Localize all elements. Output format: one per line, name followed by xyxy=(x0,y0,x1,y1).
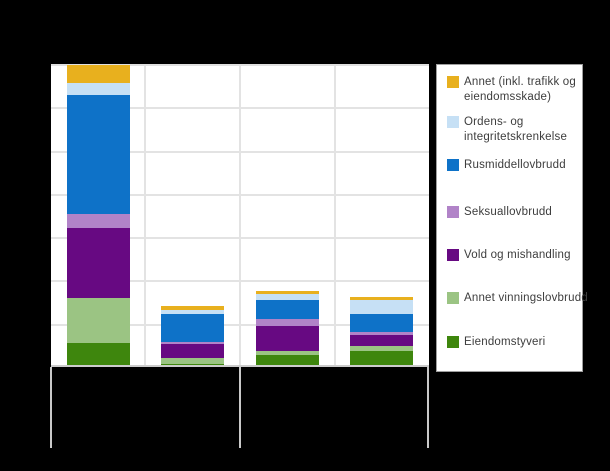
bar-segment xyxy=(67,343,130,365)
legend-swatch-seksuallovbrudd-icon xyxy=(447,206,459,218)
legend-item-eiendomstyveri[interactable]: Eiendomstyveri xyxy=(447,335,578,350)
legend-swatch-ordenskrenkelse-icon xyxy=(447,116,459,128)
legend-swatch-eiendomstyveri-icon xyxy=(447,336,459,348)
legend-label: Vold og mishandling xyxy=(464,249,571,261)
legend-item-annet-vinningslovbrudd[interactable]: Annet vinningslovbrudd xyxy=(447,291,588,306)
bar-segment xyxy=(161,342,224,344)
x-axis-line xyxy=(51,365,429,367)
v-gridline xyxy=(144,66,146,367)
bar-segment xyxy=(350,351,413,365)
stacked-bar xyxy=(256,291,319,365)
bar-segment xyxy=(256,319,319,327)
plot-area xyxy=(51,64,429,367)
stacked-bar xyxy=(161,305,224,365)
bar-segment xyxy=(256,300,319,320)
legend-swatch-vinningslovbrudd-icon xyxy=(447,292,459,304)
legend-label: Eiendomstyveri xyxy=(464,336,546,348)
stacked-bar xyxy=(350,297,413,365)
legend-swatch-rusmiddellovbrudd-icon xyxy=(447,159,459,171)
legend-item-ordens-og-integritetskrenkelse[interactable]: Ordens- og integritetskrenkelse xyxy=(447,115,578,145)
bar-segment xyxy=(161,343,224,358)
bar-segment xyxy=(161,314,224,342)
bar-segment xyxy=(256,291,319,295)
bar-segment xyxy=(256,354,319,365)
bar-segment xyxy=(161,358,224,364)
bar-segment xyxy=(256,294,319,301)
stacked-bar xyxy=(67,64,130,365)
group-separator-tick xyxy=(427,367,429,448)
bar-segment xyxy=(350,332,413,336)
bar-segment xyxy=(256,351,319,355)
bar-segment xyxy=(67,94,130,214)
y-axis-label-area xyxy=(0,64,51,367)
legend-label: Seksuallovbrudd xyxy=(464,206,553,218)
bar-segment xyxy=(67,83,130,95)
bar-segment xyxy=(161,305,224,311)
x-axis-label-area xyxy=(0,367,610,471)
bar-segment xyxy=(350,314,413,333)
bar-segment xyxy=(256,326,319,352)
legend-item-seksuallovbrudd[interactable]: Seksuallovbrudd xyxy=(447,205,578,220)
legend-label: Annet (inkl. trafikk og eiendomsskade) xyxy=(464,76,576,103)
legend-item-rusmiddellovbrudd[interactable]: Rusmiddellovbrudd xyxy=(447,158,578,173)
v-gridline xyxy=(334,66,336,367)
legend-item-annet[interactable]: Annet (inkl. trafikk og eiendomsskade) xyxy=(447,75,578,105)
v-gridline xyxy=(239,66,241,367)
bar-segment xyxy=(161,363,224,365)
legend-label: Rusmiddellovbrudd xyxy=(464,159,566,171)
bar-segment xyxy=(161,310,224,314)
legend-item-vold-og-mishandling[interactable]: Vold og mishandling xyxy=(447,248,578,263)
bar-segment xyxy=(67,213,130,228)
legend-swatch-annet-icon xyxy=(447,76,459,88)
legend: Annet (inkl. trafikk og eiendomsskade) Or… xyxy=(436,64,588,372)
bar-segment xyxy=(350,335,413,347)
bar-segment xyxy=(350,346,413,352)
legend-label: Annet vinningslovbrudd xyxy=(464,292,588,304)
bar-segment xyxy=(350,297,413,301)
bar-segment xyxy=(67,64,130,84)
legend-label: Ordens- og integritetskrenkelse xyxy=(464,116,568,143)
group-separator-tick xyxy=(50,367,52,448)
legend-swatch-vold-icon xyxy=(447,249,459,261)
bar-segment xyxy=(350,300,413,315)
title-area xyxy=(0,0,610,64)
bar-segment xyxy=(67,298,130,343)
bar-segment xyxy=(67,228,130,298)
group-separator-tick xyxy=(239,367,241,448)
